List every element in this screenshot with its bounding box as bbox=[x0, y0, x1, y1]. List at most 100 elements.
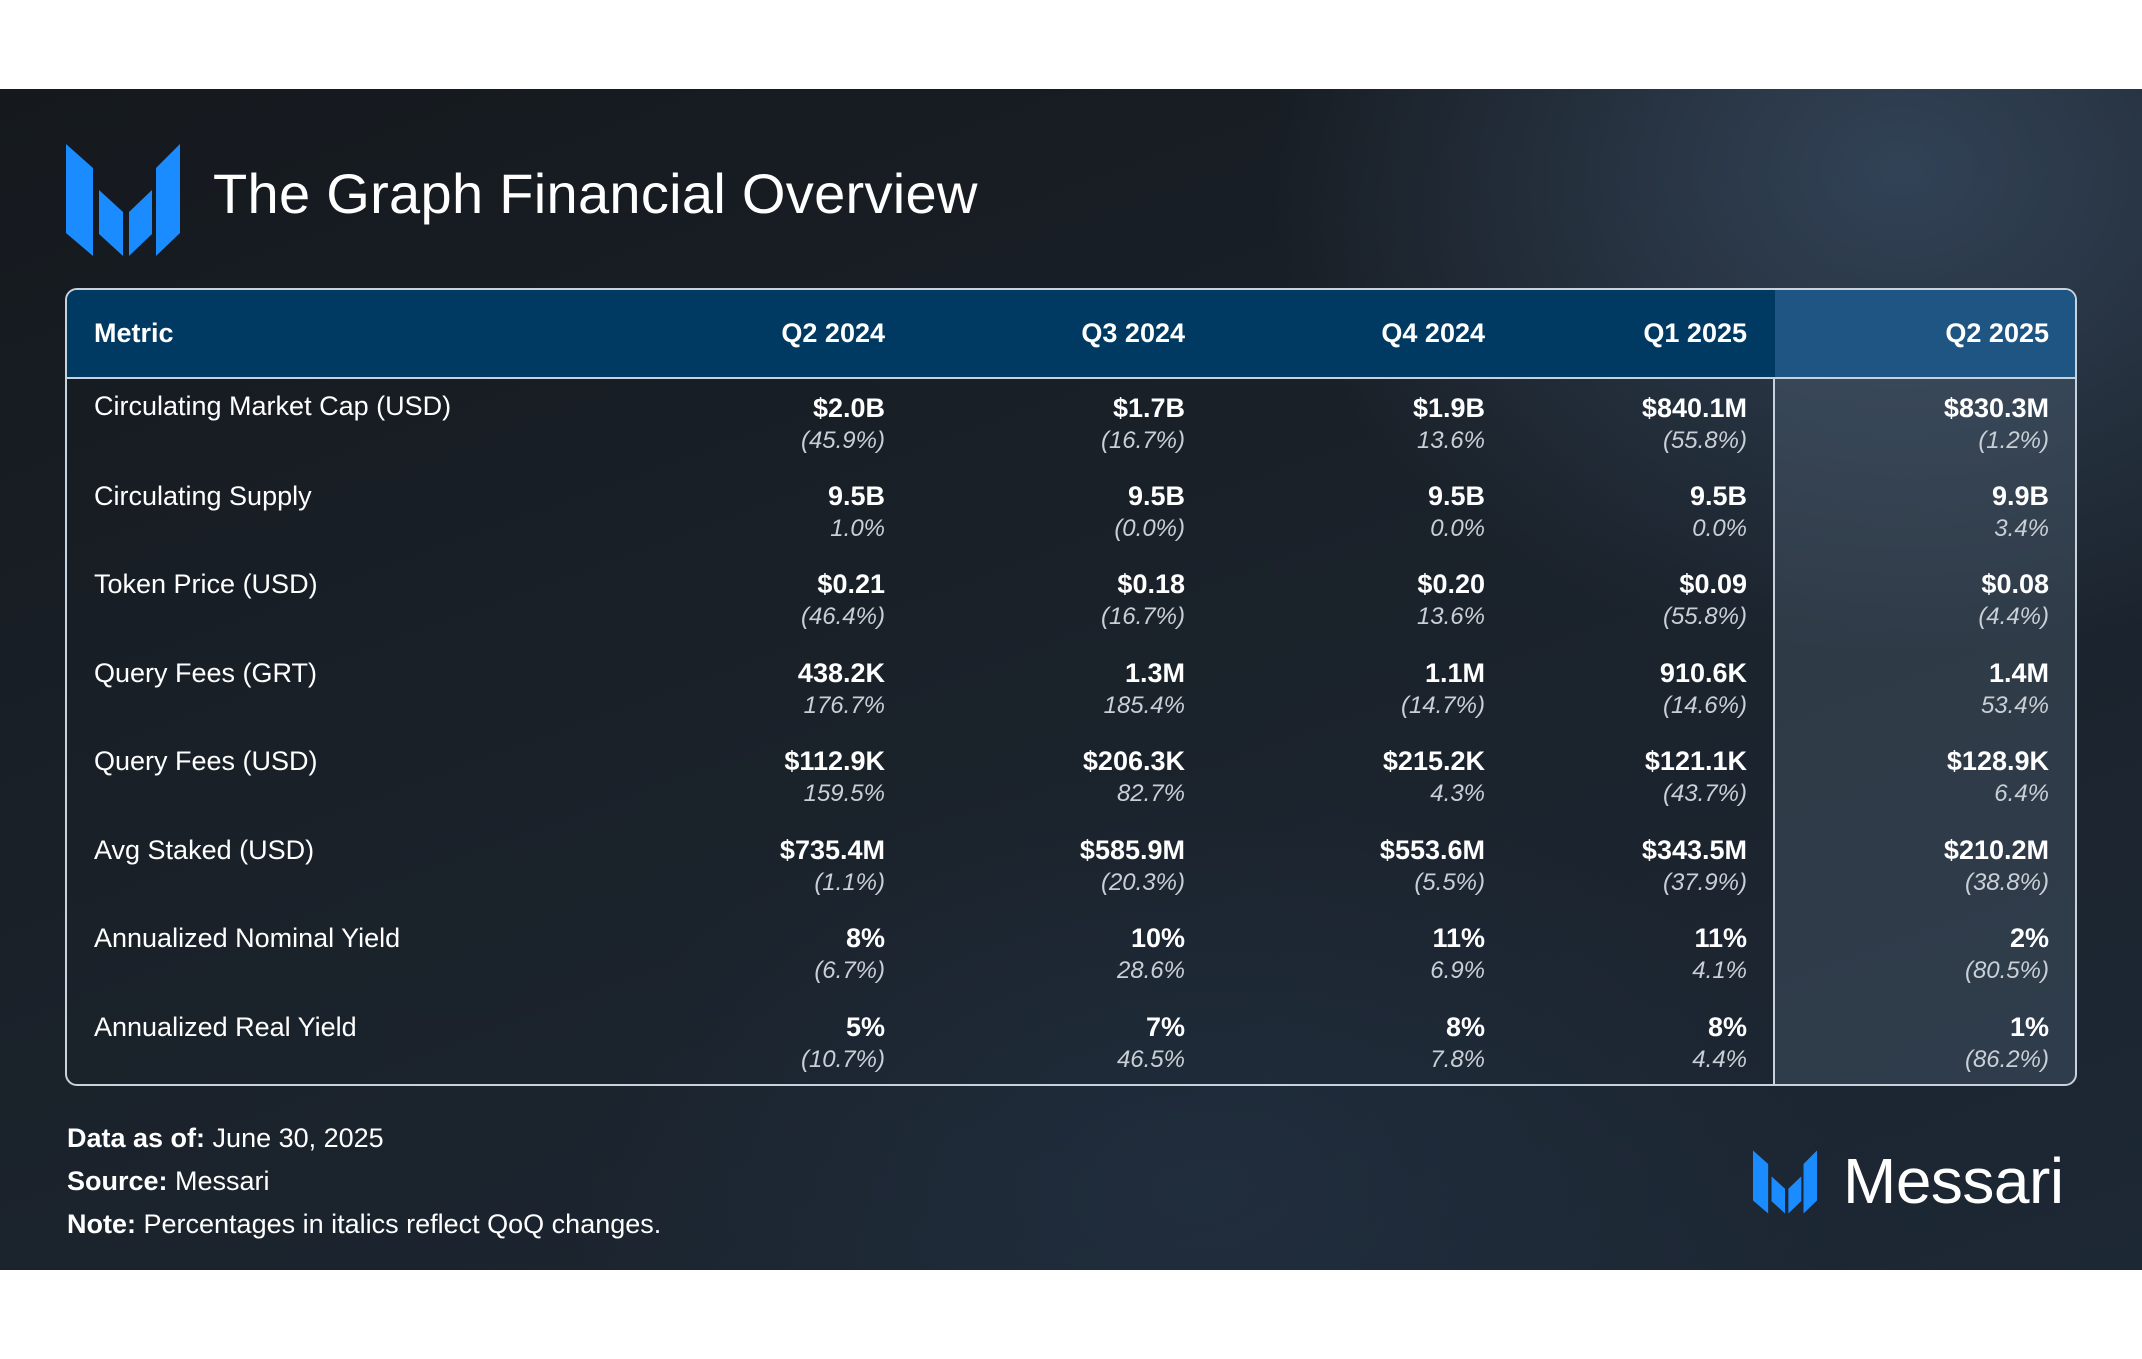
data-as-of-value: June 30, 2025 bbox=[205, 1123, 384, 1153]
cell-qoq-change: (45.9%) bbox=[800, 427, 885, 454]
table-row: Token Price (USD) $0.21 (46.4%) $0.18 (16.7%… bbox=[67, 555, 2075, 644]
messari-m-logo-icon bbox=[1753, 1150, 1817, 1214]
metric-label: Circulating Supply bbox=[94, 480, 312, 511]
cell-qoq-change: 1.0% bbox=[830, 514, 885, 542]
table-cell: $128.9K 6.4% bbox=[1775, 732, 2075, 821]
cell-value: $210.2M bbox=[1943, 834, 2049, 865]
cell-qoq-change: 4.1% bbox=[1692, 957, 1747, 984]
table-cell: $830.3M (1.2%) bbox=[1775, 378, 2075, 467]
source-value: Messari bbox=[167, 1166, 270, 1196]
table-cell: 10% 28.6% bbox=[913, 909, 1213, 998]
table-body: Circulating Market Cap (USD) $2.0B (45.9%)… bbox=[67, 378, 2075, 1085]
table-cell: $0.20 13.6% bbox=[1213, 555, 1513, 644]
cell-qoq-change: (10.7%) bbox=[800, 1045, 885, 1073]
table-cell: 11% 4.1% bbox=[1513, 909, 1775, 998]
table-cell: $0.18 (16.7%) bbox=[913, 555, 1213, 644]
cell-value: $2.0B bbox=[812, 393, 885, 423]
cell-value: 1% bbox=[2009, 1011, 2049, 1042]
cell-qoq-change: (1.1%) bbox=[814, 868, 885, 896]
table-cell: $0.09 (55.8%) bbox=[1513, 555, 1775, 644]
financial-table: Metric Q2 2024 Q3 2024 Q4 2024 Q1 2025 Q2 202… bbox=[65, 288, 2077, 1086]
cell-qoq-change: (38.8%) bbox=[1964, 868, 2049, 896]
cell-qoq-change: 82.7% bbox=[1116, 780, 1185, 807]
table-row: Avg Staked (USD) $735.4M (1.1%) $585.9M (20.… bbox=[67, 821, 2075, 910]
table-cell: $215.2K 4.3% bbox=[1213, 732, 1513, 821]
table-cell: 8% (6.7%) bbox=[613, 909, 913, 998]
cell-qoq-change: 13.6% bbox=[1416, 603, 1485, 630]
cell-qoq-change: 3.4% bbox=[1994, 514, 2049, 542]
table-cell: 438.2K 176.7% bbox=[613, 644, 913, 733]
cell-value: 11% bbox=[1694, 923, 1747, 953]
table-cell: $1.7B (16.7%) bbox=[913, 378, 1213, 467]
cell-qoq-change: (14.6%) bbox=[1662, 691, 1747, 719]
cell-value: 8% bbox=[1707, 1011, 1747, 1042]
table-cell: $210.2M (38.8%) bbox=[1775, 821, 2075, 910]
cell-qoq-change: (43.7%) bbox=[1662, 780, 1747, 807]
column-header-q3-2024: Q3 2024 bbox=[913, 290, 1213, 379]
cell-value: $112.9K bbox=[784, 746, 885, 776]
cell-value: $128.9K bbox=[1946, 746, 2049, 776]
cell-value: $1.9B bbox=[1412, 393, 1485, 423]
cell-qoq-change: 46.5% bbox=[1116, 1045, 1185, 1073]
cell-qoq-change: (55.8%) bbox=[1662, 603, 1747, 630]
table-cell: 910.6K (14.6%) bbox=[1513, 644, 1775, 733]
note-value: Percentages in italics reflect QoQ chang… bbox=[136, 1209, 662, 1239]
cell-qoq-change: (86.2%) bbox=[1964, 1045, 2049, 1073]
cell-value: 1.1M bbox=[1424, 657, 1485, 688]
table-cell: $0.21 (46.4%) bbox=[613, 555, 913, 644]
column-header-q2-2025: Q2 2025 bbox=[1775, 290, 2075, 379]
table-cell: 8% 7.8% bbox=[1213, 998, 1513, 1085]
cell-qoq-change: (80.5%) bbox=[1964, 957, 2049, 984]
cell-value: 9.5B bbox=[1427, 480, 1485, 511]
cell-value: $343.5M bbox=[1641, 834, 1747, 865]
cell-value: $553.6M bbox=[1379, 834, 1485, 865]
cell-value: $0.20 bbox=[1417, 569, 1485, 599]
cell-value: 1.4M bbox=[1988, 657, 2049, 688]
table-cell: $840.1M (55.8%) bbox=[1513, 378, 1775, 467]
cell-value: 9.9B bbox=[1991, 480, 2049, 511]
cell-qoq-change: (6.7%) bbox=[814, 957, 885, 984]
table-cell: 2% (80.5%) bbox=[1775, 909, 2075, 998]
column-header-q1-2025: Q1 2025 bbox=[1513, 290, 1775, 379]
table-cell: 1.4M 53.4% bbox=[1775, 644, 2075, 733]
table-cell: $553.6M (5.5%) bbox=[1213, 821, 1513, 910]
cell-value: 1.3M bbox=[1124, 657, 1185, 688]
table-cell: $1.9B 13.6% bbox=[1213, 378, 1513, 467]
table-cell: 7% 46.5% bbox=[913, 998, 1213, 1085]
cell-value: 910.6K bbox=[1659, 657, 1747, 688]
overview-panel: The Graph Financial Overview Metric Q2 20… bbox=[0, 89, 2142, 1270]
cell-value: $215.2K bbox=[1382, 746, 1485, 776]
messari-m-logo-icon bbox=[66, 144, 180, 256]
cell-qoq-change: (16.7%) bbox=[1100, 427, 1185, 454]
metric-label: Query Fees (USD) bbox=[94, 746, 318, 776]
cell-value: $735.4M bbox=[779, 834, 885, 865]
data-table: Metric Q2 2024 Q3 2024 Q4 2024 Q1 2025 Q2 202… bbox=[67, 290, 2075, 1085]
table-cell: $0.08 (4.4%) bbox=[1775, 555, 2075, 644]
cell-value: 10% bbox=[1130, 923, 1185, 953]
cell-qoq-change: 176.7% bbox=[803, 691, 885, 719]
cell-qoq-change: (37.9%) bbox=[1662, 868, 1747, 896]
table-row: Circulating Supply 9.5B 1.0% 9.5B (0.0%) 9.5B… bbox=[67, 467, 2075, 556]
data-as-of-line: Data as of: June 30, 2025 bbox=[67, 1117, 661, 1160]
cell-value: 11% bbox=[1432, 923, 1485, 953]
cell-value: $840.1M bbox=[1641, 393, 1747, 423]
table-cell: $112.9K 159.5% bbox=[613, 732, 913, 821]
table-cell: 1% (86.2%) bbox=[1775, 998, 2075, 1085]
cell-value: 7% bbox=[1145, 1011, 1185, 1042]
cell-qoq-change: 0.0% bbox=[1692, 514, 1747, 542]
cell-qoq-change: 0.0% bbox=[1430, 514, 1485, 542]
cell-value: $121.1K bbox=[1644, 746, 1747, 776]
cell-qoq-change: (4.4%) bbox=[1978, 603, 2049, 630]
table-cell: $206.3K 82.7% bbox=[913, 732, 1213, 821]
metric-label: Token Price (USD) bbox=[94, 569, 318, 599]
metric-label: Query Fees (GRT) bbox=[94, 657, 318, 688]
cell-qoq-change: (16.7%) bbox=[1100, 603, 1185, 630]
table-row: Query Fees (USD) $112.9K 159.5% $206.3K 82.7… bbox=[67, 732, 2075, 821]
cell-qoq-change: 6.4% bbox=[1994, 780, 2049, 807]
cell-value: 2% bbox=[2009, 923, 2049, 953]
table-header-row: Metric Q2 2024 Q3 2024 Q4 2024 Q1 2025 Q2 202… bbox=[67, 290, 2075, 379]
cell-qoq-change: (46.4%) bbox=[800, 603, 885, 630]
table-cell: 8% 4.4% bbox=[1513, 998, 1775, 1085]
cell-value: 8% bbox=[845, 923, 885, 953]
table-cell: $585.9M (20.3%) bbox=[913, 821, 1213, 910]
